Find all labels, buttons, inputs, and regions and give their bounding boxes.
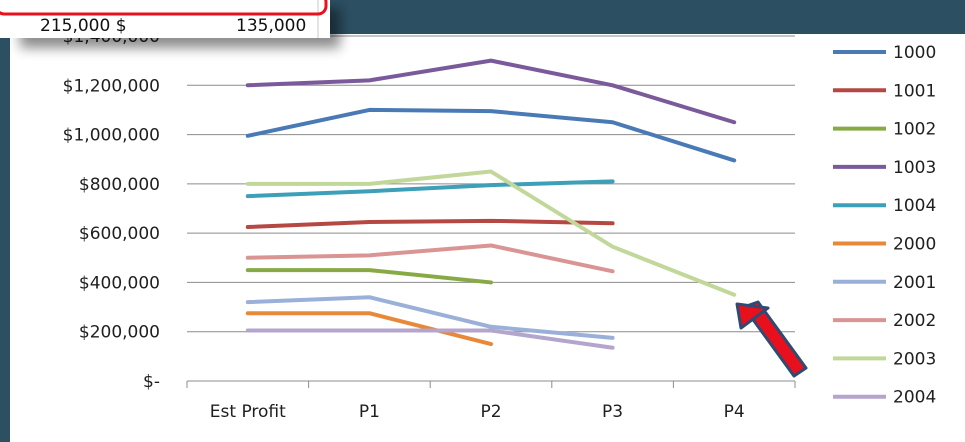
series-line-2003 <box>245 169 737 297</box>
y-tick-label: $600,000 <box>79 224 160 244</box>
y-tick-label: $400,000 <box>79 273 160 293</box>
series-line-2004 <box>245 328 615 350</box>
x-tick-label: Est Profit <box>210 402 286 422</box>
legend: 1000 1001 1002 1003 1004 2000 2001 2002 2003 2004 <box>833 43 936 408</box>
series-lines <box>245 58 737 350</box>
series-line-1004 <box>245 179 615 199</box>
annotation-arrow <box>735 300 808 378</box>
series-line-2001 <box>245 295 615 340</box>
legend-label-1000: 1000 <box>893 43 936 63</box>
popup-highlight-outline <box>0 0 328 16</box>
series-line-1002 <box>245 268 493 285</box>
y-tick-label: $1,200,000 <box>63 76 160 96</box>
series-line-2000 <box>245 311 493 347</box>
legend-label-1004: 1004 <box>893 196 936 216</box>
legend-label-2004: 2004 <box>893 388 936 408</box>
legend-label-2000: 2000 <box>893 235 936 255</box>
series-line-1001 <box>245 218 615 229</box>
popup-cell-right: 135,000 <box>236 16 306 36</box>
x-axis-tick-labels: Est Profit P1 P2 P3 P4 <box>210 402 745 422</box>
axes <box>186 380 796 388</box>
window-frame-left <box>0 0 10 442</box>
y-tick-label: $200,000 <box>79 323 160 343</box>
legend-label-2003: 2003 <box>893 349 936 369</box>
x-tick-label: P4 <box>724 402 745 422</box>
legend-label-1002: 1002 <box>893 120 936 140</box>
legend-label-1001: 1001 <box>893 81 936 101</box>
y-axis-tick-labels: $- $200,000 $400,000 $600,000 $800,000 $1,000… <box>63 27 160 392</box>
arrow-head <box>735 302 770 330</box>
x-tick-label: P3 <box>602 402 623 422</box>
series-line-2002 <box>245 243 615 274</box>
x-tick-label: P2 <box>480 402 501 422</box>
popup-cell-left: 215,000 $ <box>40 16 127 36</box>
legend-label-2002: 2002 <box>893 311 936 331</box>
x-tick-label: P1 <box>359 402 380 422</box>
y-tick-label: $1,000,000 <box>63 126 160 146</box>
legend-label-2001: 2001 <box>893 273 936 293</box>
legend-label-1003: 1003 <box>893 158 936 178</box>
popup-cell-fragment: 215,000 $ 135,000 <box>0 0 340 48</box>
y-tick-label: $- <box>143 372 160 392</box>
popup-background <box>0 0 330 38</box>
series-line-1003 <box>245 58 737 125</box>
series-line-1000 <box>245 107 737 163</box>
y-tick-label: $800,000 <box>79 175 160 195</box>
